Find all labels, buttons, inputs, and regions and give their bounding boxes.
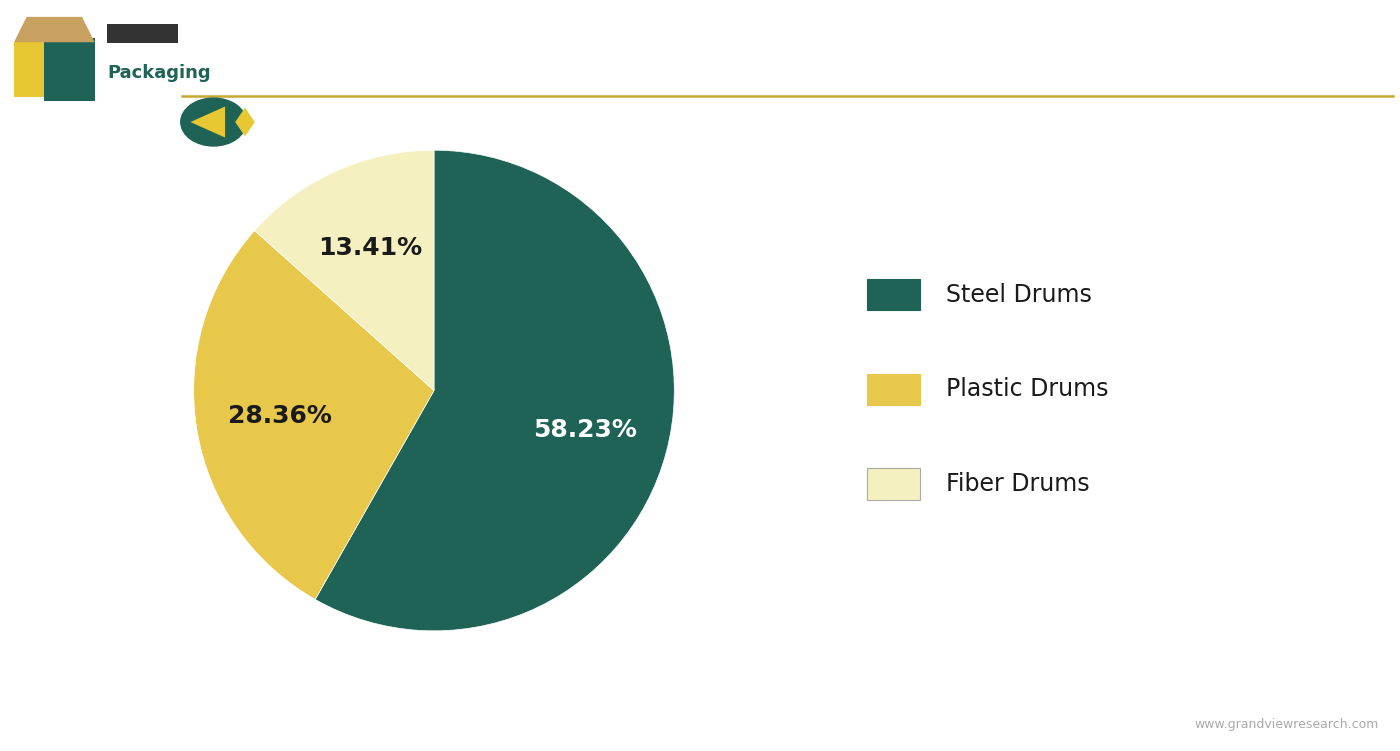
Bar <box>108 24 178 43</box>
Text: 13.41%: 13.41% <box>318 236 423 260</box>
Wedge shape <box>315 150 675 631</box>
Polygon shape <box>14 17 95 42</box>
Text: Fiber Drums: Fiber Drums <box>946 472 1091 496</box>
Circle shape <box>181 98 246 146</box>
Polygon shape <box>190 107 225 137</box>
FancyBboxPatch shape <box>867 279 920 310</box>
Wedge shape <box>255 150 434 391</box>
Polygon shape <box>235 107 255 137</box>
Bar <box>45 38 95 101</box>
Text: www.grandviewresearch.com: www.grandviewresearch.com <box>1194 718 1379 731</box>
FancyBboxPatch shape <box>867 373 920 405</box>
Wedge shape <box>193 231 434 599</box>
FancyBboxPatch shape <box>867 468 920 499</box>
Bar <box>14 42 59 97</box>
Text: 28.36%: 28.36% <box>228 404 332 428</box>
Text: Packaging: Packaging <box>108 65 211 82</box>
Text: Plastic Drums: Plastic Drums <box>946 377 1109 401</box>
Text: 58.23%: 58.23% <box>533 418 637 442</box>
Text: Steel Drums: Steel Drums <box>946 282 1092 306</box>
